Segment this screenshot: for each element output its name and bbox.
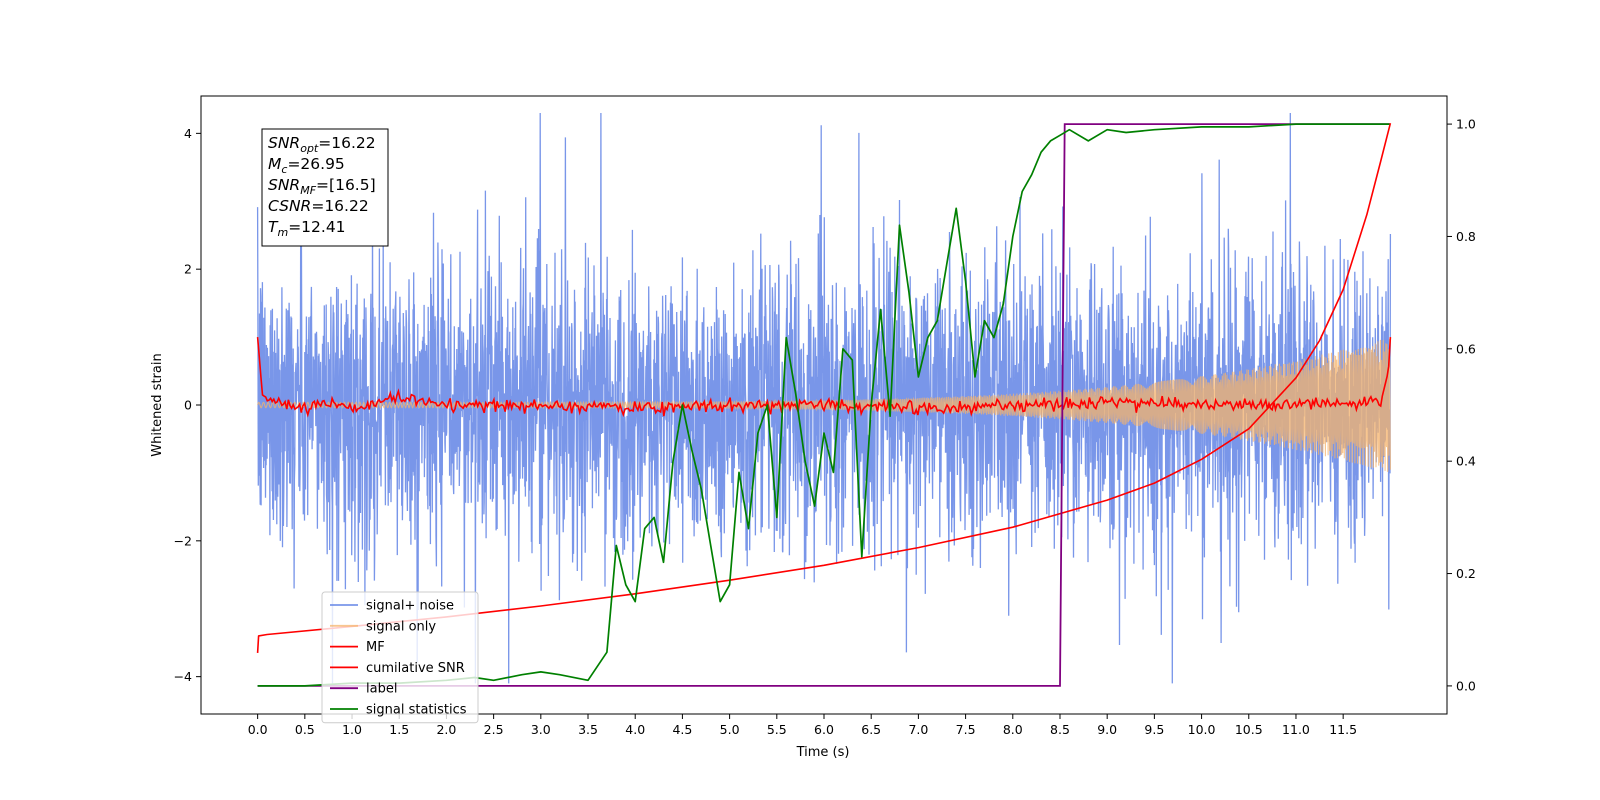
x-tick-label: 11.0 (1282, 722, 1310, 737)
annotation-value: =16.22 (318, 134, 375, 152)
x-tick-label: 6.5 (861, 722, 881, 737)
annotation-symbol: M (268, 155, 281, 173)
annotation-subscript: c (281, 163, 287, 176)
annotation-symbol: SNR (268, 176, 300, 194)
annotation-line: SNRMF=[16.5] (268, 176, 376, 197)
x-tick-label: 6.0 (814, 722, 834, 737)
x-tick-label: 5.5 (767, 722, 787, 737)
annotation-symbol: SNR (268, 134, 300, 152)
x-tick-label: 7.5 (956, 722, 976, 737)
y-left-tick-label: 2 (184, 262, 192, 277)
x-tick-label: 8.0 (1003, 722, 1023, 737)
series-mf-line (256, 337, 1392, 418)
legend-frame (321, 591, 479, 724)
y-right-tick-label: 1.0 (1456, 117, 1476, 132)
x-tick-label: 8.5 (1050, 722, 1070, 737)
annotation-subscript: opt (300, 142, 319, 155)
annotation-subscript: m (277, 226, 288, 239)
y-left-tick-label: 0 (184, 398, 192, 413)
legend: signal+ noise signal only MF cumilative SNR… (321, 591, 479, 724)
annotation-value: =[16.5] (316, 176, 376, 194)
annotation-symbol: CSNR (268, 197, 311, 215)
series-signal-statistics-line (257, 123, 1390, 687)
y-right-tick-label: 0.2 (1456, 566, 1476, 581)
legend-entry-label: signal only (366, 619, 436, 634)
y-axis-left: −4 −2 0 2 4 (174, 126, 201, 684)
x-tick-label: 1.0 (342, 722, 362, 737)
x-tick-label: 3.0 (531, 722, 551, 737)
x-axis: 0.0 0.5 1.0 1.5 2.0 2.5 3.0 3.5 4.0 4.5 5.0 5.5 6.0 6… (248, 714, 1357, 737)
x-tick-label: 3.5 (578, 722, 598, 737)
annotation-value: =12.41 (288, 218, 345, 236)
annotation-line: CSNR=16.22 (268, 197, 369, 215)
legend-entry-label: signal statistics (366, 703, 467, 718)
y-right-tick-label: 0.4 (1456, 454, 1476, 469)
x-tick-label: 9.0 (1097, 722, 1117, 737)
annotation-line: Mc=26.95 (268, 155, 345, 176)
legend-entry-label: cumilative SNR (366, 661, 465, 676)
y-axis-label-left: Whitened strain (150, 353, 165, 456)
x-tick-label: 0.5 (295, 722, 315, 737)
annotation-frame (261, 128, 389, 247)
x-tick-label: 11.5 (1329, 722, 1357, 737)
x-tick-label: 5.0 (720, 722, 740, 737)
x-tick-label: 4.0 (625, 722, 645, 737)
x-axis-label: Time (s) (796, 745, 850, 760)
y-right-tick-label: 0.8 (1456, 229, 1476, 244)
annotation-symbol: T (268, 218, 279, 236)
annotation-line: SNRopt=16.22 (268, 134, 376, 155)
y-left-tick-label: −4 (174, 669, 192, 684)
legend-entry-label: label (366, 682, 397, 697)
y-left-tick-label: −2 (174, 533, 192, 548)
x-tick-label: 10.5 (1235, 722, 1263, 737)
x-tick-label: 4.5 (672, 722, 692, 737)
x-tick-label: 9.5 (1144, 722, 1164, 737)
legend-entry-label: MF (366, 640, 385, 655)
x-tick-label: 10.0 (1188, 722, 1216, 737)
y-axis-right: 0.0 0.2 0.4 0.6 0.8 1.0 (1447, 117, 1476, 693)
x-tick-label: 7.0 (908, 722, 928, 737)
y-right-tick-label: 0.6 (1456, 341, 1476, 356)
y-left-tick-label: 4 (184, 126, 192, 141)
x-tick-label: 2.5 (484, 722, 504, 737)
x-tick-label: 0.0 (248, 722, 268, 737)
annotation-line: Tm=12.41 (268, 218, 346, 239)
y-right-tick-label: 0.0 (1456, 678, 1476, 693)
x-tick-label: 1.5 (389, 722, 409, 737)
annotation-value: =26.95 (287, 155, 344, 173)
annotation-value: =16.22 (311, 197, 368, 215)
x-tick-label: 2.0 (436, 722, 456, 737)
stats-annotation-box: SNRopt=16.22Mc=26.95SNRMF=[16.5]CSNR=16.… (261, 128, 389, 247)
annotation-subscript: MF (300, 184, 316, 197)
legend-entry-label: signal+ noise (366, 599, 454, 614)
series-label-line (257, 123, 1390, 687)
